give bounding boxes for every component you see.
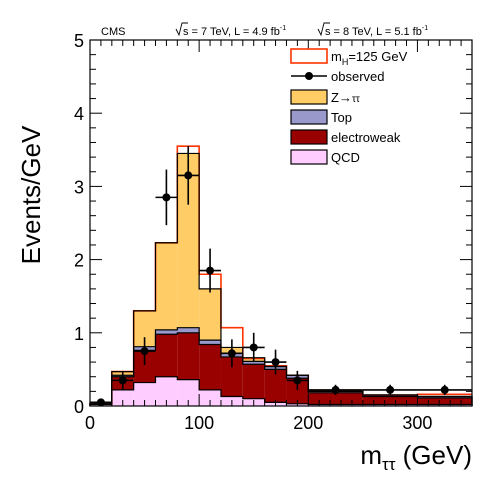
legend-label-ztt: Z→ττ [331,90,360,105]
legend-swatch-ztt [290,89,328,105]
bar-qcd [417,404,472,406]
bar-electroweak [264,369,287,403]
bar-qcd [133,382,156,406]
y-tick-label: 1 [74,324,84,344]
observed-point [133,337,156,366]
legend-label-top: Top [331,110,352,125]
bar-top [417,396,472,398]
observed-marker [184,171,193,180]
plot-frame [89,39,473,407]
x-axis-label-unit: (GeV) [395,440,472,470]
legend-marker-observed [305,72,313,80]
bar-top [199,340,221,345]
legend-label-observed: observed [331,69,384,84]
bar-electroweak [177,332,200,380]
bar-top [155,329,178,335]
bar-ztt [133,310,156,347]
bar-top [177,327,200,333]
lumi-labels: s = 7 TeV, L = 4.9 fb-1 s = 8 TeV, L = 5.… [175,22,428,38]
observed-point [286,370,309,390]
observed-point [417,384,472,396]
legend-swatch-qcd [290,149,328,165]
bar-qcd [155,376,178,406]
observed-marker [162,193,171,202]
observed-marker [140,347,149,356]
legend-label-signal: mH=125 GeV [331,49,408,67]
lumi-label: s = 8 TeV, L = 5.1 fb-1 [325,25,428,38]
legend-label-qcd: QCD [331,150,360,165]
lumi-label: s = 7 TeV, L = 4.9 fb-1 [183,25,286,38]
bar-electroweak [362,396,418,405]
x-tick-label: 200 [293,413,323,433]
observed-marker [440,385,449,394]
observed-point [177,146,200,205]
x-axis-label-sub: ττ [382,455,396,474]
observed-marker [331,385,340,394]
y-tick-label: 0 [74,397,84,417]
legend-swatch-electroweak [290,129,328,145]
observed-point [220,339,243,368]
observed-point [264,349,287,375]
bar-qcd [199,389,221,406]
observed-point [111,370,134,390]
observed-point [199,248,221,293]
bar-ztt [177,153,200,328]
observed-marker [227,349,236,358]
bar-electroweak [220,356,243,397]
legend-swatch-top [290,109,328,125]
bar-electroweak [133,350,156,383]
sqrt-symbol [175,22,188,37]
bar-qcd [177,379,200,406]
bar-electroweak [308,392,363,405]
sqrt-symbol [317,22,330,37]
bar-electroweak [286,378,309,404]
x-tick-label: 0 [85,413,95,433]
y-tick-label: 3 [74,177,84,197]
y-tick-label: 2 [74,251,84,271]
bar-electroweak [199,344,221,390]
bar-qcd [111,389,134,406]
observed-marker [293,376,302,385]
observed-point [362,384,418,396]
observed-marker [249,343,258,352]
legend-swatch-signal [290,48,328,64]
y-tick-label: 5 [74,31,84,51]
observed-marker [118,376,127,385]
bar-electroweak [155,334,178,377]
legend: mH=125 GeV observed Z→ττ Top electroweak… [290,48,408,165]
bar-electroweak [242,364,265,399]
bar-qcd [362,404,418,406]
bar-electroweak [417,397,472,405]
tick-labels: 0 100 200 300 0 1 2 3 4 5 [74,31,432,433]
bar-qcd [308,404,363,406]
x-tick-label: 300 [402,413,432,433]
experiment-label: CMS [101,26,125,38]
bar-ztt [155,242,178,330]
stacked-bars [90,153,472,406]
bar-ztt [199,288,221,341]
observed-point [155,169,178,226]
observed-points [90,146,472,407]
y-tick-label: 4 [74,104,84,124]
x-axis-label-main: m [360,440,382,470]
observed-point [308,384,363,396]
x-axis-label: mττ (GeV) [360,440,472,474]
observed-point [242,332,265,363]
observed-marker [271,358,280,367]
legend-label-electroweak: electroweak [331,130,401,145]
observed-marker [206,266,215,275]
observed-marker [386,385,395,394]
y-axis-label: Events/GeV [16,125,46,264]
bar-top [242,361,265,365]
x-tick-label: 100 [184,413,214,433]
